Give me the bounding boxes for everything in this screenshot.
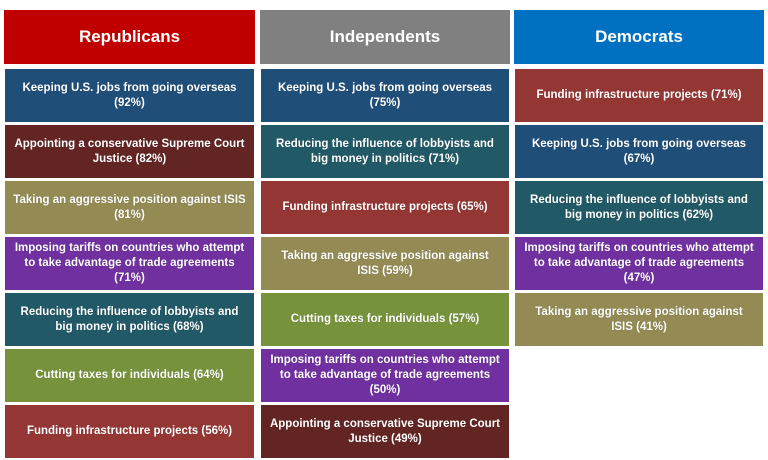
priority-cell: Taking an aggressive position against IS… [4, 180, 255, 235]
priority-cell: Appointing a conservative Supreme Court … [4, 124, 255, 179]
column-democrats: Democrats Funding infrastructure project… [514, 10, 764, 348]
priority-cell: Reducing the influence of lobbyists and … [4, 292, 255, 347]
priority-cell: Keeping U.S. jobs from going overseas (7… [260, 68, 510, 123]
priority-cell: Taking an aggressive position against IS… [260, 236, 510, 291]
column-header-independents: Independents [260, 10, 510, 64]
priority-cell: Taking an aggressive position against IS… [514, 292, 764, 347]
column-independents: Independents Keeping U.S. jobs from goin… [260, 10, 510, 460]
priority-cell: Keeping U.S. jobs from going overseas (9… [4, 68, 255, 123]
priority-cell: Imposing tariffs on countries who attemp… [514, 236, 764, 291]
priority-cell: Reducing the influence of lobbyists and … [514, 180, 764, 235]
priority-cell: Funding infrastructure projects (56%) [4, 404, 255, 459]
priority-cell: Cutting taxes for individuals (64%) [4, 348, 255, 403]
column-header-republicans: Republicans [4, 10, 255, 64]
column-cells-democrats: Funding infrastructure projects (71%) Kee… [514, 68, 764, 347]
column-cells-independents: Keeping U.S. jobs from going overseas (7… [260, 68, 510, 459]
priority-cell: Cutting taxes for individuals (57%) [260, 292, 510, 347]
priority-cell: Funding infrastructure projects (65%) [260, 180, 510, 235]
column-header-democrats: Democrats [514, 10, 764, 64]
priority-cell: Imposing tariffs on countries who attemp… [4, 236, 255, 291]
priority-cell: Appointing a conservative Supreme Court … [260, 404, 510, 459]
column-cells-republicans: Keeping U.S. jobs from going overseas (9… [4, 68, 255, 459]
priority-cell: Keeping U.S. jobs from going overseas (6… [514, 124, 764, 179]
priority-cell: Reducing the influence of lobbyists and … [260, 124, 510, 179]
priority-cell: Funding infrastructure projects (71%) [514, 68, 764, 123]
priority-cell: Imposing tariffs on countries who attemp… [260, 348, 510, 403]
column-republicans: Republicans Keeping U.S. jobs from going… [4, 10, 255, 460]
